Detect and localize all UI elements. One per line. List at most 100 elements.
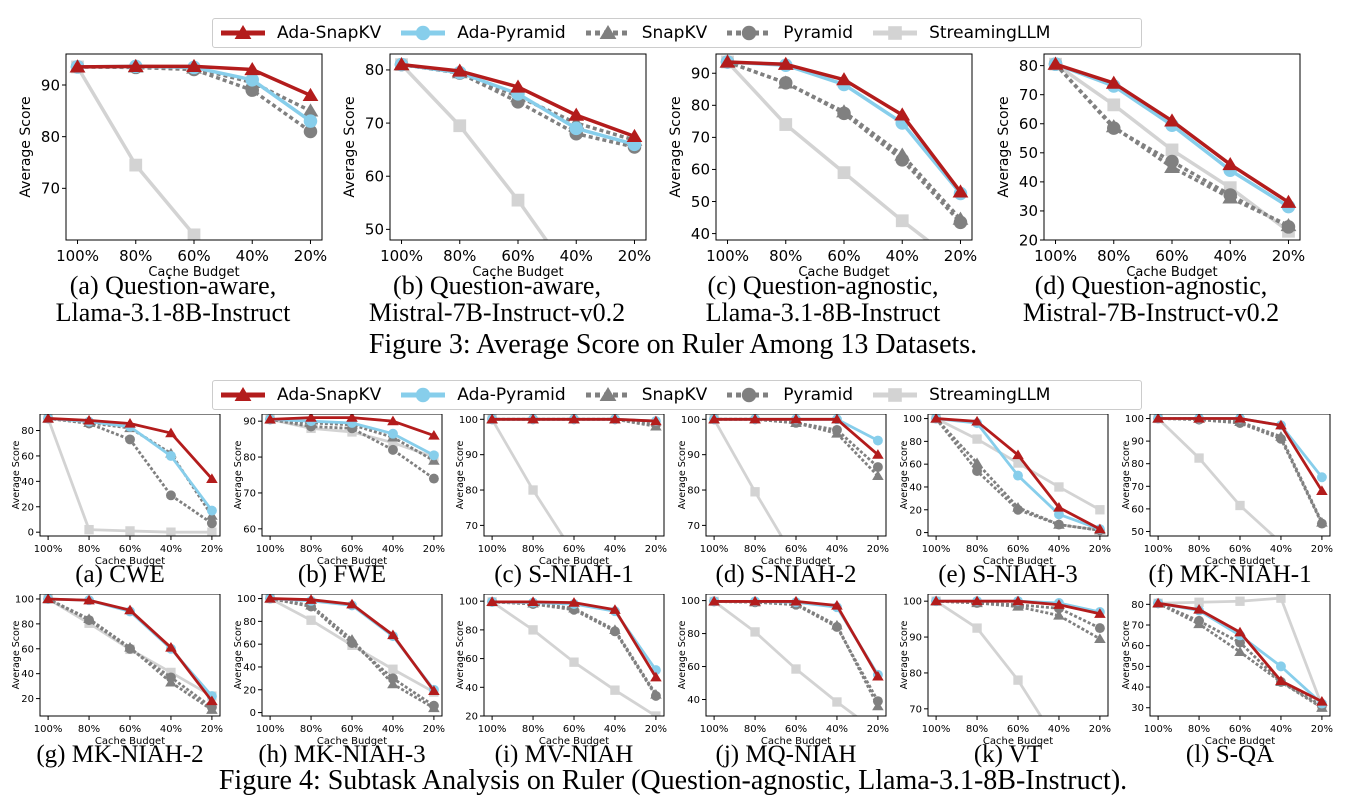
y-tick-label: 30: [1019, 202, 1038, 220]
subfigure-caption-line: Mistral-7B-Instruct-v0.2: [1022, 298, 1280, 327]
x-tick-label: 40%: [604, 544, 626, 555]
data-point-snapkv: [1053, 519, 1065, 529]
chart-panel-fig4-g: 20 40 60 80 100 100% 80% 60% 40% 20% Cache Budget A…: [10, 594, 230, 772]
x-tick-label: 100%: [34, 544, 63, 555]
y-tick-label: 60: [365, 167, 384, 185]
data-point-ada-snapkv: [1105, 75, 1122, 89]
data-point-snapkv: [1012, 501, 1024, 512]
subfigure-caption-line: Llama-3.1-8B-Instruct: [55, 298, 291, 327]
data-point-ada-snapkv: [302, 87, 319, 101]
x-tick-label: 100%: [1144, 544, 1173, 555]
data-point-ada-snapkv: [527, 414, 539, 424]
y-tick-label: 40: [691, 225, 710, 243]
data-point-snapkv: [1105, 119, 1122, 133]
y-tick-label: 90: [465, 450, 478, 461]
legend-swatch: [585, 25, 630, 39]
y-tick-label: 90: [41, 76, 60, 94]
subfigure-caption: (c) Question-agnostic, Llama-3.1-8B-Instr…: [664, 272, 982, 326]
y-tick-label: 90: [1131, 437, 1144, 448]
x-tick-label: 60%: [341, 544, 363, 555]
y-tick-label: 60: [687, 662, 700, 673]
x-tick-label: 80%: [966, 724, 988, 735]
data-point-ada-snapkv: [124, 604, 136, 615]
legend-item-ada-snapkv: Ada-SnapKV: [219, 385, 381, 405]
x-axis-label: Cache Budget: [539, 736, 609, 747]
y-tick-label: 100: [903, 414, 922, 425]
x-tick-label: 20%: [1311, 544, 1333, 555]
data-point-ada-snapkv: [1234, 626, 1246, 637]
y-tick-label: 40: [243, 662, 256, 673]
data-point-ada-snapkv: [930, 595, 942, 606]
data-point-ada-snapkv: [486, 414, 498, 424]
y-tick-label: 70: [691, 129, 710, 147]
series-line-ada-snapkv: [1158, 417, 1324, 492]
legend-marker: [599, 25, 617, 39]
chart-svg: 70 80 90 100 100% 80% 60% 40% 20% Cache Budget Ave…: [455, 414, 667, 567]
data-point-ada-snapkv: [1094, 523, 1106, 534]
data-point-snapkv: [83, 613, 95, 624]
x-tick-label: 60%: [563, 544, 585, 555]
data-point-snapkv: [1164, 159, 1180, 173]
data-point-snapkv: [831, 619, 843, 630]
x-axis-label: Cache Budget: [95, 736, 165, 747]
series-line-pyramid: [269, 597, 435, 707]
data-point-ada-snapkv: [719, 54, 736, 68]
subfigure-caption-line: (d) S-NIAH-2: [715, 561, 857, 588]
y-tick-label: 50: [365, 221, 384, 239]
x-tick-label: 40%: [160, 724, 182, 735]
series-line-pyramid: [47, 417, 213, 525]
legend-swatch: [585, 387, 630, 401]
series-group: [930, 414, 1106, 536]
x-tick-label: 20%: [1311, 724, 1333, 735]
data-point-snapkv: [387, 678, 399, 689]
data-point-ada-snapkv: [708, 414, 720, 424]
x-axis-label: Cache Budget: [1126, 265, 1217, 280]
x-tick-label: 80%: [300, 724, 322, 735]
y-tick-label: 30: [1131, 703, 1144, 714]
y-tick-label: 100: [15, 594, 34, 605]
data-point-streamingllm: [306, 615, 316, 625]
data-point-ada-pyramid: [872, 435, 883, 446]
x-tick-label: 60%: [341, 724, 363, 735]
y-tick-label: 80: [21, 426, 34, 437]
data-point-streamingllm: [1013, 675, 1023, 685]
chart-svg: 20 30 40 50 60 70 80 100% 80% 60% 40% 20% Cache Budg…: [996, 53, 1305, 280]
y-tick-label: 40: [687, 695, 700, 706]
x-tick-label: 40%: [382, 724, 404, 735]
x-tick-label: 60%: [501, 247, 534, 265]
series-group: [486, 414, 662, 536]
x-tick-label: 40%: [160, 544, 182, 555]
y-tick-label: 60: [243, 524, 256, 535]
data-point-streamingllm: [972, 434, 982, 444]
data-point-streamingllm: [125, 526, 135, 536]
chart-panel-fig4-l: 30 40 50 60 70 80 100% 80% 60% 40% 20% Cache Budget…: [1120, 594, 1340, 772]
data-point-ada-snapkv: [486, 596, 498, 607]
series-group: [1152, 414, 1328, 536]
x-tick-label: 100%: [56, 247, 99, 265]
legend-item-pyramid: Pyramid: [725, 385, 853, 405]
data-point-ada-snapkv: [872, 449, 884, 459]
subfigure-caption-line: (e) S-NIAH-3: [938, 561, 1078, 588]
subfigure-caption-line: (i) MV-NIAH: [494, 741, 634, 768]
data-point-ada-pyramid: [1013, 470, 1023, 481]
y-tick-label: 80: [1019, 57, 1038, 75]
data-point-streamingllm: [750, 487, 760, 497]
data-point-snapkv: [777, 75, 794, 89]
data-point-ada-snapkv: [790, 414, 802, 424]
data-point-streamingllm: [1013, 458, 1023, 468]
legend-item-ada-pyramid: Ada-Pyramid: [399, 385, 566, 405]
chart-panel-fig4-h: 0 20 40 60 80 100 100% 80% 60% 40% 20% Cache Budget…: [232, 594, 452, 772]
y-tick-label: 70: [41, 180, 60, 198]
x-tick-label: 20%: [645, 544, 667, 555]
series-line-snapkv: [714, 600, 880, 707]
subfigure-caption-line: (b) FWE: [297, 561, 387, 588]
y-tick-label: 80: [21, 619, 34, 630]
legend-swatch: [727, 25, 772, 41]
subfigure-caption-line: (a) CWE: [75, 561, 165, 588]
x-axis-label: Cache Budget: [317, 736, 387, 747]
data-point-ada-snapkv: [206, 695, 218, 706]
series-group: [719, 54, 969, 240]
y-axis-label: Average Score: [233, 441, 244, 510]
data-point-snapkv: [1280, 217, 1297, 232]
x-tick-label: 20%: [944, 247, 977, 265]
